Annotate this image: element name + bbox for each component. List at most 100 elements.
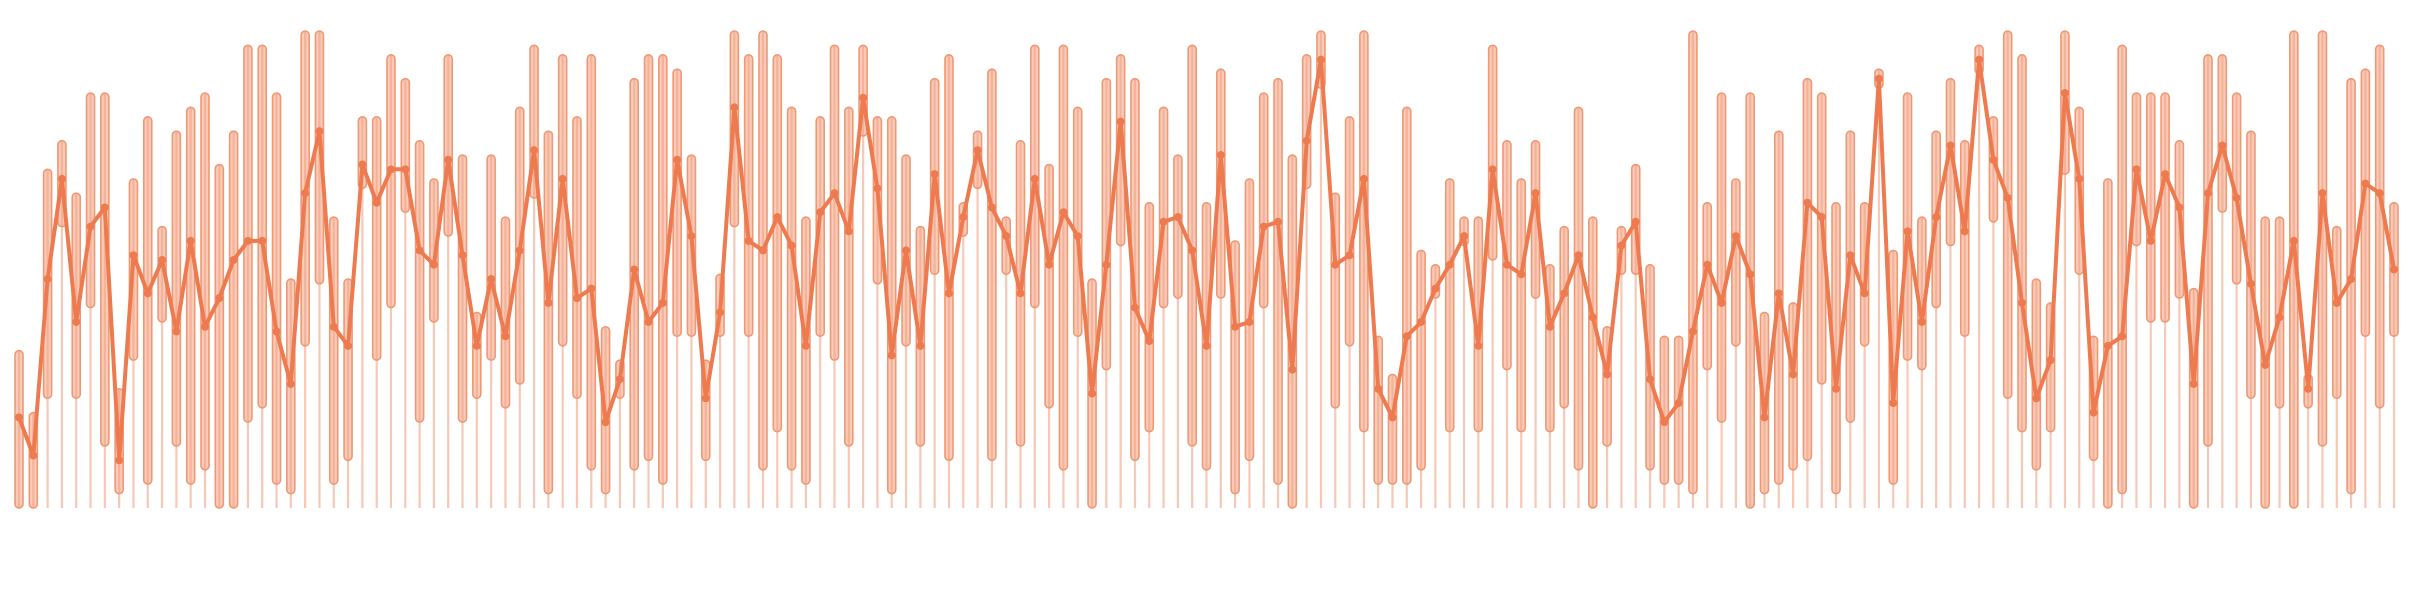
data-point-42 — [601, 418, 610, 427]
data-point-33 — [472, 341, 481, 350]
data-point-106 — [1517, 270, 1526, 279]
data-point-76 — [1088, 389, 1097, 398]
range-bar-52 — [743, 54, 754, 338]
data-point-140 — [2003, 193, 2012, 202]
data-point-124 — [1774, 289, 1783, 298]
range-bar-16 — [228, 130, 239, 509]
data-point-53 — [758, 246, 767, 255]
point-layer — [15, 55, 2398, 465]
data-point-159 — [2275, 313, 2284, 322]
data-point-111 — [1588, 313, 1597, 322]
data-point-125 — [1789, 370, 1798, 379]
range-bar-126 — [1802, 77, 1813, 462]
data-point-154 — [2204, 189, 2213, 198]
data-point-119 — [1703, 260, 1712, 269]
data-point-146 — [2089, 408, 2098, 417]
data-point-166 — [2375, 189, 2384, 198]
data-point-52 — [744, 236, 753, 245]
data-point-49 — [701, 394, 710, 403]
data-point-121 — [1731, 232, 1740, 241]
data-point-24 — [344, 341, 353, 350]
range-bar-121 — [1731, 178, 1741, 347]
range-bar-111 — [1587, 216, 1598, 509]
data-point-48 — [687, 232, 696, 241]
range-bar-155 — [2217, 54, 2228, 214]
data-point-148 — [2118, 332, 2127, 341]
data-point-14 — [200, 322, 209, 331]
data-point-62 — [887, 351, 896, 360]
data-point-17 — [243, 236, 252, 245]
data-point-36 — [515, 246, 524, 255]
data-point-135 — [1932, 213, 1941, 222]
range-bar-26 — [371, 116, 382, 361]
data-point-60 — [859, 93, 868, 102]
data-point-38 — [544, 298, 553, 307]
range-bar-55 — [786, 106, 797, 471]
data-point-113 — [1617, 241, 1626, 250]
data-point-45 — [644, 317, 653, 326]
range-bar-88 — [1258, 92, 1269, 309]
range-bar-13 — [185, 106, 196, 485]
data-point-136 — [1946, 141, 1955, 150]
range-bar-166 — [2374, 44, 2385, 409]
range-bar-19 — [271, 92, 282, 485]
range-bar-73 — [1044, 163, 1054, 409]
data-point-72 — [1030, 174, 1039, 183]
data-point-88 — [1259, 222, 1268, 231]
data-point-145 — [2075, 174, 2084, 183]
data-point-78 — [1116, 117, 1125, 126]
data-point-107 — [1531, 189, 1540, 198]
range-bar-56 — [801, 216, 811, 485]
data-point-118 — [1688, 327, 1697, 336]
data-point-141 — [2018, 298, 2027, 307]
range-bar-148 — [2117, 44, 2127, 495]
data-point-123 — [1760, 413, 1769, 422]
range-bar-layer — [14, 30, 2399, 509]
range-bar-75 — [1072, 106, 1083, 338]
range-bar-89 — [1273, 77, 1283, 485]
data-point-80 — [1145, 337, 1154, 346]
data-point-151 — [2161, 170, 2170, 179]
data-point-74 — [1059, 208, 1068, 217]
data-point-144 — [2060, 89, 2069, 98]
range-bar-12 — [171, 130, 182, 447]
data-point-27 — [386, 165, 395, 174]
data-point-81 — [1159, 217, 1168, 226]
data-point-1 — [15, 413, 23, 422]
data-point-7 — [100, 203, 109, 212]
range-bar-41 — [586, 54, 597, 471]
range-bar-74 — [1058, 44, 1069, 471]
data-point-82 — [1173, 213, 1182, 222]
data-point-167 — [2390, 265, 2398, 274]
data-point-93 — [1331, 260, 1340, 269]
data-point-15 — [215, 294, 224, 303]
data-point-87 — [1245, 317, 1254, 326]
data-point-138 — [1975, 55, 1984, 64]
data-point-59 — [844, 227, 853, 236]
data-point-156 — [2232, 193, 2241, 202]
range-bar-118 — [1688, 30, 1698, 495]
range-bar-69 — [987, 68, 997, 462]
data-point-132 — [1889, 399, 1898, 408]
data-point-28 — [401, 165, 410, 174]
data-point-98 — [1402, 332, 1411, 341]
data-point-157 — [2246, 279, 2255, 288]
data-point-69 — [987, 203, 996, 212]
data-point-50 — [716, 308, 725, 317]
data-point-84 — [1202, 341, 1211, 350]
range-bar-98 — [1402, 106, 1412, 485]
data-point-97 — [1388, 413, 1397, 422]
range-bar-32 — [457, 154, 468, 423]
data-point-114 — [1631, 217, 1640, 226]
data-point-160 — [2289, 236, 2298, 245]
data-point-30 — [429, 260, 438, 269]
data-point-110 — [1574, 251, 1583, 260]
range-bar-133 — [1902, 92, 1913, 361]
range-bar-101 — [1444, 178, 1455, 433]
range-bar-34 — [486, 154, 496, 361]
data-point-9 — [129, 251, 138, 260]
data-point-8 — [115, 456, 124, 465]
data-point-51 — [730, 103, 739, 112]
data-point-22 — [315, 127, 324, 136]
